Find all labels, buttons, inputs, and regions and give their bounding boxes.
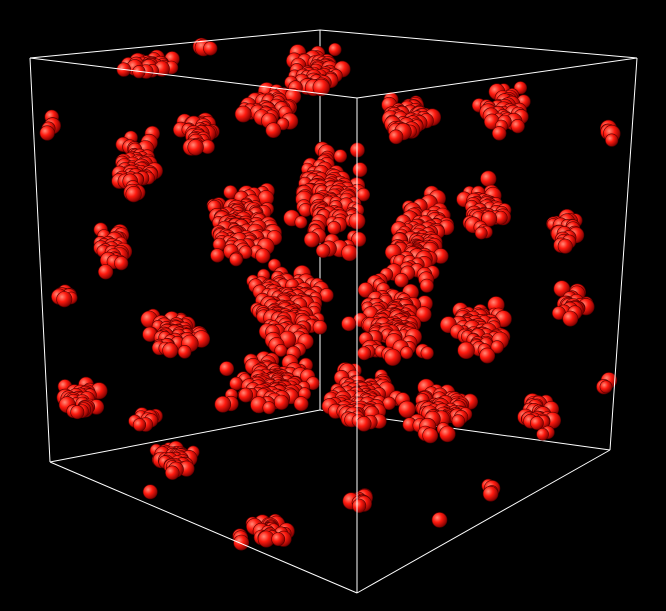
particle [294, 215, 308, 229]
particle [214, 395, 232, 413]
particle [562, 310, 579, 327]
particle [265, 122, 282, 138]
particle [510, 118, 525, 134]
particle [203, 41, 218, 56]
particle [351, 231, 367, 247]
particle [536, 427, 549, 441]
particle [219, 361, 234, 376]
particle [451, 414, 465, 428]
particle [315, 243, 331, 258]
particle [357, 282, 374, 298]
particle [229, 252, 243, 267]
cube-edge [356, 57, 638, 99]
particle [303, 231, 320, 248]
particle [422, 427, 439, 444]
particle [187, 139, 204, 156]
particle [70, 405, 85, 420]
particle [255, 248, 271, 264]
particle [341, 244, 358, 262]
cube-front-edges [29, 29, 638, 594]
particle [132, 418, 147, 432]
particle [357, 346, 372, 361]
cube-edge [319, 29, 638, 59]
cube-edge [29, 57, 51, 463]
particle [415, 306, 432, 323]
particle [165, 465, 180, 480]
particle [319, 288, 334, 303]
particle [352, 498, 367, 513]
particle [384, 348, 402, 366]
particle [439, 425, 456, 443]
particle [229, 376, 243, 391]
particle [599, 380, 613, 394]
particle [398, 400, 416, 418]
particle [480, 170, 497, 187]
particle [271, 532, 286, 546]
particle [352, 162, 368, 178]
cube-edge [49, 409, 321, 463]
particle [605, 133, 619, 147]
particle [479, 347, 496, 364]
cube-edge [609, 57, 638, 451]
particle [492, 126, 507, 141]
particle [341, 316, 357, 332]
cube-edge [29, 57, 358, 99]
particle [162, 342, 179, 359]
particle [114, 256, 129, 271]
particle [431, 512, 448, 528]
particle [210, 248, 225, 263]
particle [557, 238, 573, 254]
particle [39, 125, 55, 141]
particle [400, 346, 413, 360]
particle [420, 346, 434, 360]
particle [56, 291, 73, 308]
cube-edge [29, 29, 321, 59]
particle [394, 273, 409, 288]
particle [293, 396, 309, 412]
cube-edge [49, 461, 358, 594]
particle [474, 226, 488, 240]
particle [142, 484, 158, 500]
particle [312, 78, 330, 97]
particle [482, 485, 499, 502]
particle [490, 340, 504, 354]
particle-cloud [39, 37, 621, 551]
particle [177, 344, 192, 359]
particle [125, 186, 142, 203]
particle [388, 129, 404, 145]
particle [457, 341, 475, 359]
particle [530, 416, 544, 430]
particle [419, 278, 434, 293]
particle [238, 387, 254, 403]
particle [333, 149, 347, 163]
particle [328, 42, 342, 57]
particle [234, 105, 252, 123]
particle [97, 264, 114, 280]
particle [273, 394, 289, 410]
particle [262, 401, 276, 415]
particle [327, 220, 341, 235]
cube-edge [356, 449, 611, 594]
particle [356, 416, 372, 432]
particle [233, 534, 250, 551]
particle [312, 320, 328, 335]
